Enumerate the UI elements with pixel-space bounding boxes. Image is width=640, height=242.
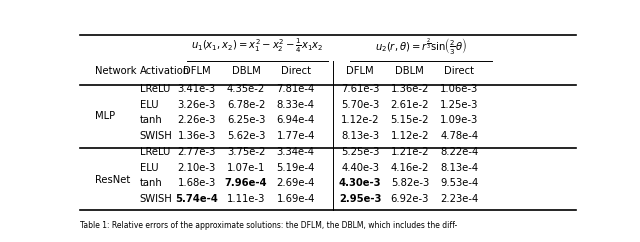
Text: DFLM: DFLM: [346, 66, 374, 76]
Text: 2.95e-3: 2.95e-3: [339, 194, 381, 204]
Text: LReLU: LReLU: [140, 147, 170, 158]
Text: 5.82e-3: 5.82e-3: [390, 178, 429, 189]
Text: $u_1(x_1,x_2) = x_1^2 - x_2^2 - \frac{1}{4}x_1x_2$: $u_1(x_1,x_2) = x_1^2 - x_2^2 - \frac{1}…: [191, 37, 324, 55]
Text: 1.25e-3: 1.25e-3: [440, 100, 479, 110]
Text: 1.21e-2: 1.21e-2: [390, 147, 429, 158]
Text: 5.25e-3: 5.25e-3: [341, 147, 380, 158]
Text: Direct: Direct: [281, 66, 311, 76]
Text: ELU: ELU: [140, 100, 158, 110]
Text: MLP: MLP: [95, 111, 115, 121]
Text: 5.15e-2: 5.15e-2: [390, 115, 429, 125]
Text: 9.53e-4: 9.53e-4: [440, 178, 479, 189]
Text: 1.11e-3: 1.11e-3: [227, 194, 266, 204]
Text: 5.70e-3: 5.70e-3: [341, 100, 380, 110]
Text: 6.92e-3: 6.92e-3: [390, 194, 429, 204]
Text: 7.96e-4: 7.96e-4: [225, 178, 268, 189]
Text: DFLM: DFLM: [183, 66, 211, 76]
Text: 1.12e-2: 1.12e-2: [341, 115, 380, 125]
Text: 8.13e-4: 8.13e-4: [440, 163, 479, 173]
Text: 2.26e-3: 2.26e-3: [177, 115, 216, 125]
Text: 6.25e-3: 6.25e-3: [227, 115, 266, 125]
Text: 8.13e-3: 8.13e-3: [341, 130, 380, 141]
Text: Table 1: Relative errors of the approximate solutions: the DFLM, the DBLM, which: Table 1: Relative errors of the approxim…: [80, 221, 457, 230]
Text: tanh: tanh: [140, 115, 163, 125]
Text: Network: Network: [95, 66, 136, 76]
Text: 4.16e-2: 4.16e-2: [390, 163, 429, 173]
Text: 5.19e-4: 5.19e-4: [276, 163, 315, 173]
Text: DBLM: DBLM: [232, 66, 260, 76]
Text: 1.69e-4: 1.69e-4: [276, 194, 315, 204]
Text: 6.78e-2: 6.78e-2: [227, 100, 266, 110]
Text: 4.40e-3: 4.40e-3: [341, 163, 380, 173]
Text: 2.10e-3: 2.10e-3: [177, 163, 216, 173]
Text: 3.34e-4: 3.34e-4: [276, 147, 315, 158]
Text: 2.61e-2: 2.61e-2: [390, 100, 429, 110]
Text: 5.74e-4: 5.74e-4: [175, 194, 218, 204]
Text: 1.12e-2: 1.12e-2: [390, 130, 429, 141]
Text: 7.61e-3: 7.61e-3: [341, 84, 380, 94]
Text: SWISH: SWISH: [140, 194, 172, 204]
Text: 6.94e-4: 6.94e-4: [276, 115, 315, 125]
Text: 2.23e-4: 2.23e-4: [440, 194, 479, 204]
Text: 1.77e-4: 1.77e-4: [276, 130, 315, 141]
Text: 5.62e-3: 5.62e-3: [227, 130, 266, 141]
Text: tanh: tanh: [140, 178, 163, 189]
Text: Direct: Direct: [444, 66, 474, 76]
Text: 1.36e-3: 1.36e-3: [177, 130, 216, 141]
Text: 3.41e-3: 3.41e-3: [177, 84, 216, 94]
Text: 3.26e-3: 3.26e-3: [177, 100, 216, 110]
Text: 7.81e-4: 7.81e-4: [276, 84, 315, 94]
Text: 2.69e-4: 2.69e-4: [276, 178, 315, 189]
Text: ResNet: ResNet: [95, 174, 130, 185]
Text: 1.36e-2: 1.36e-2: [390, 84, 429, 94]
Text: 4.30e-3: 4.30e-3: [339, 178, 381, 189]
Text: 4.35e-2: 4.35e-2: [227, 84, 266, 94]
Text: 1.07e-1: 1.07e-1: [227, 163, 266, 173]
Text: 8.33e-4: 8.33e-4: [276, 100, 315, 110]
Text: Activation: Activation: [140, 66, 189, 76]
Text: LReLU: LReLU: [140, 84, 170, 94]
Text: DBLM: DBLM: [396, 66, 424, 76]
Text: ELU: ELU: [140, 163, 158, 173]
Text: 1.06e-3: 1.06e-3: [440, 84, 479, 94]
Text: SWISH: SWISH: [140, 130, 172, 141]
Text: 2.77e-3: 2.77e-3: [177, 147, 216, 158]
Text: 3.75e-2: 3.75e-2: [227, 147, 266, 158]
Text: 8.22e-4: 8.22e-4: [440, 147, 479, 158]
Text: 1.68e-3: 1.68e-3: [177, 178, 216, 189]
Text: $u_2(r,\theta) = r^{\frac{2}{3}}\sin\!\left(\frac{2}{3}\theta\right)$: $u_2(r,\theta) = r^{\frac{2}{3}}\sin\!\l…: [375, 36, 467, 56]
Text: 4.78e-4: 4.78e-4: [440, 130, 479, 141]
Text: 1.09e-3: 1.09e-3: [440, 115, 479, 125]
